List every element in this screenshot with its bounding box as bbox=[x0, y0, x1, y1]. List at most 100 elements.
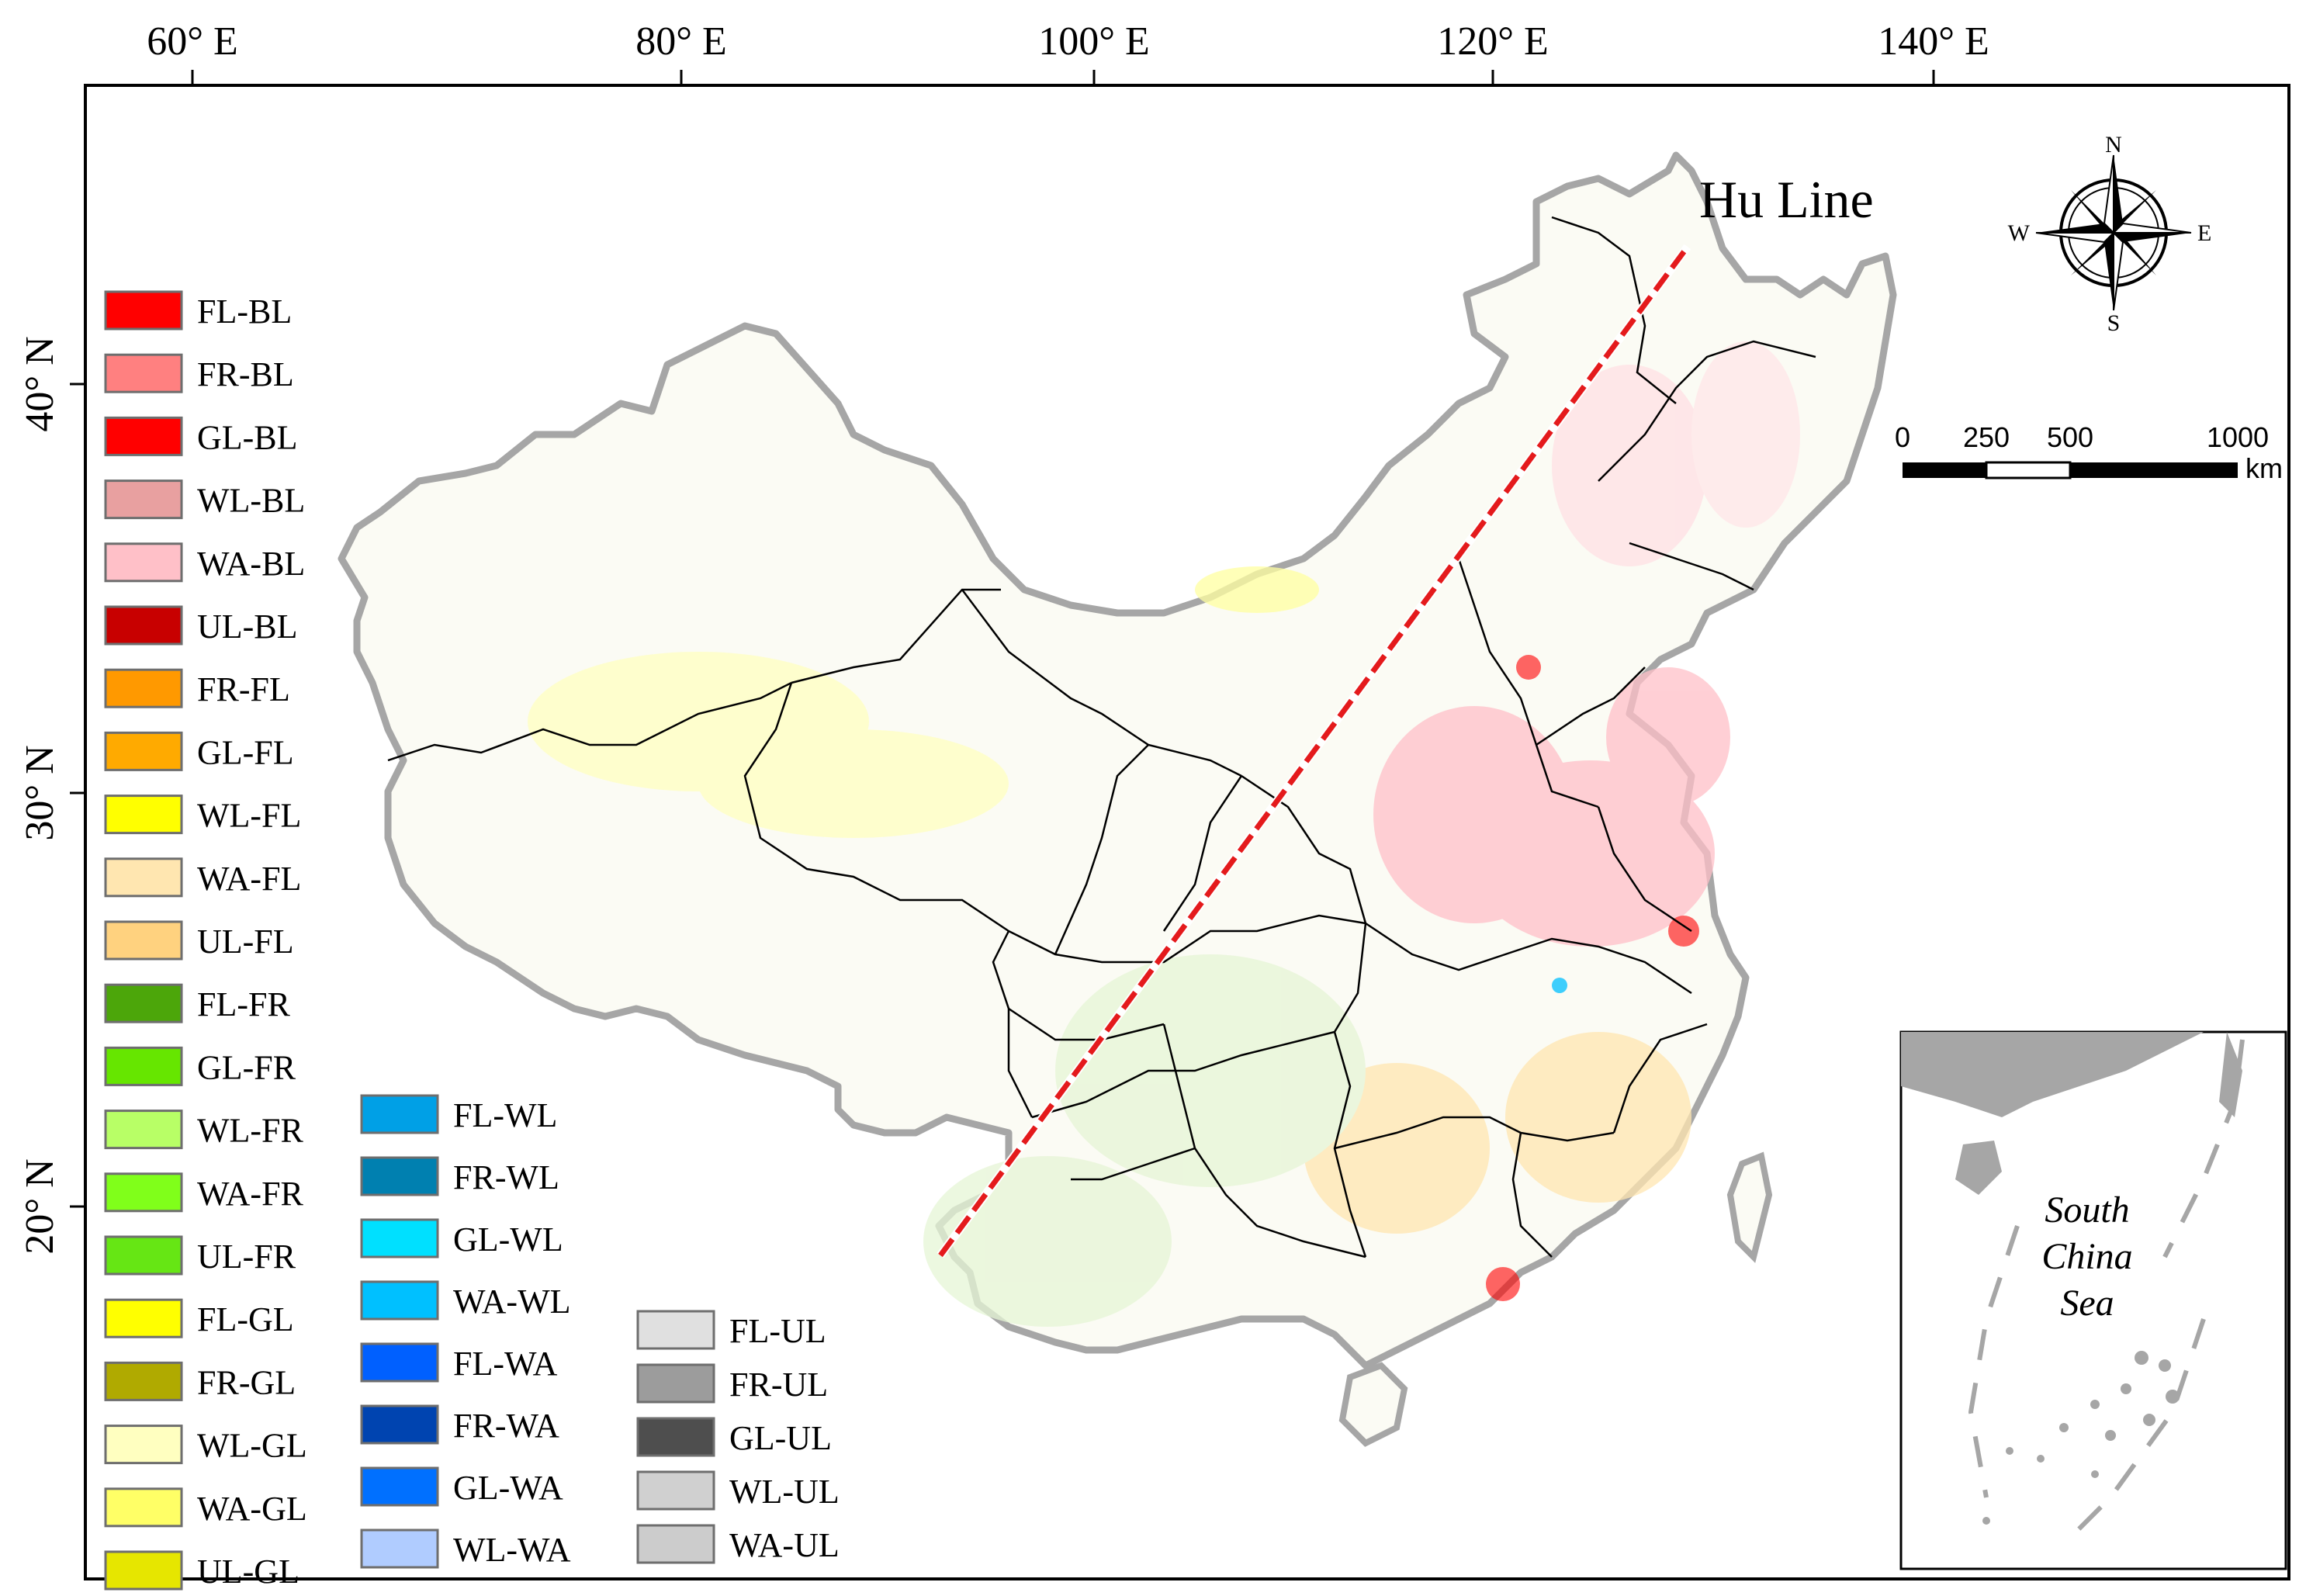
legend-item: FR-GL bbox=[104, 1361, 296, 1401]
hu-line-label: Hu Line bbox=[1699, 170, 1874, 229]
legend-swatch bbox=[360, 1342, 439, 1383]
legend-label: FL-BL bbox=[197, 293, 292, 331]
legend-swatch bbox=[104, 1361, 183, 1401]
scale-tick: 250 bbox=[1963, 421, 2010, 453]
legend-label: WA-FR bbox=[197, 1175, 304, 1213]
legend-item: GL-FL bbox=[104, 731, 294, 771]
legend-item: FR-UL bbox=[636, 1363, 828, 1404]
province-boundaries bbox=[387, 216, 1816, 1258]
legend-swatch bbox=[636, 1417, 715, 1457]
legend: FL-BL FR-BL GL-BL WL-BL WA-BL UL-BL FR-FL GL-FL… bbox=[104, 290, 840, 1591]
legend-swatch bbox=[104, 1110, 183, 1150]
legend-swatch bbox=[104, 795, 183, 835]
legend-item: FL-FR bbox=[104, 983, 290, 1023]
legend-label: FR-FL bbox=[197, 670, 290, 708]
legend-swatch bbox=[360, 1528, 439, 1569]
inset-label-line: China bbox=[2041, 1236, 2132, 1277]
legend-label: UL-BL bbox=[197, 608, 298, 646]
latitude-tick: 40° N bbox=[18, 336, 62, 431]
legend-swatch bbox=[104, 353, 183, 393]
legend-item: GL-FR bbox=[104, 1046, 296, 1086]
legend-swatch bbox=[104, 416, 183, 456]
legend-swatch bbox=[104, 920, 183, 961]
legend-label: FR-WA bbox=[453, 1407, 559, 1445]
hainan-island bbox=[1338, 1362, 1408, 1447]
legend-item: FR-FL bbox=[104, 668, 290, 708]
legend-item: UL-FL bbox=[104, 920, 294, 961]
legend-item: WA-BL bbox=[104, 542, 305, 583]
change-patches bbox=[528, 341, 1800, 1327]
legend-item: GL-WA bbox=[360, 1466, 563, 1507]
legend-item: WL-FL bbox=[104, 795, 301, 835]
scale-tick: 1000 bbox=[2207, 421, 2269, 453]
longitude-tick: 80° E bbox=[635, 19, 727, 64]
legend-item: FR-WL bbox=[360, 1156, 559, 1196]
legend-swatch bbox=[360, 1280, 439, 1321]
legend-swatch bbox=[104, 668, 183, 708]
legend-item: FL-WA bbox=[360, 1342, 558, 1383]
legend-label: GL-WL bbox=[453, 1220, 563, 1258]
legend-item: WL-FR bbox=[104, 1110, 304, 1150]
legend-label: GL-WA bbox=[453, 1469, 563, 1507]
legend-item: FL-UL bbox=[636, 1310, 826, 1350]
legend-item: FL-BL bbox=[104, 290, 292, 331]
inset-label-line: South bbox=[2045, 1189, 2129, 1231]
legend-item: WL-UL bbox=[636, 1470, 840, 1511]
legend-label: WL-GL bbox=[197, 1427, 307, 1465]
latitude-axis: 40° N 30° N 20° N bbox=[18, 336, 85, 1255]
legend-swatch bbox=[636, 1524, 715, 1564]
legend-label: WA-WL bbox=[453, 1283, 571, 1321]
longitude-tick: 120° E bbox=[1437, 19, 1549, 64]
legend-label: FL-UL bbox=[729, 1312, 826, 1350]
compass-rose: N S E W bbox=[2008, 132, 2212, 336]
legend-label: WL-FR bbox=[197, 1112, 304, 1150]
longitude-tick: 100° E bbox=[1038, 19, 1150, 64]
legend-item: FR-BL bbox=[104, 353, 294, 393]
legend-label: UL-GL bbox=[197, 1553, 300, 1591]
legend-swatch bbox=[104, 1235, 183, 1276]
legend-swatch bbox=[360, 1404, 439, 1445]
compass-west: W bbox=[2008, 220, 2031, 246]
legend-swatch bbox=[104, 605, 183, 646]
legend-label: WL-WA bbox=[453, 1531, 571, 1569]
legend-item: FR-WA bbox=[360, 1404, 559, 1445]
legend-swatch bbox=[636, 1363, 715, 1404]
legend-label: FR-WL bbox=[453, 1158, 559, 1196]
compass-east: E bbox=[2197, 220, 2211, 246]
legend-item: UL-FR bbox=[104, 1235, 296, 1276]
legend-item: GL-UL bbox=[636, 1417, 832, 1457]
legend-item: WA-WL bbox=[360, 1280, 571, 1321]
legend-label: WL-FL bbox=[197, 797, 301, 835]
legend-item: WL-BL bbox=[104, 479, 305, 520]
compass-north: N bbox=[2105, 132, 2122, 158]
south-china-sea-inset: South China Sea bbox=[1899, 1030, 2287, 1570]
legend-item: UL-BL bbox=[104, 605, 298, 646]
legend-item: GL-WL bbox=[360, 1218, 563, 1258]
legend-item: GL-BL bbox=[104, 416, 298, 456]
legend-label: FR-UL bbox=[729, 1366, 828, 1404]
legend-swatch bbox=[360, 1094, 439, 1134]
scale-tick: 0 bbox=[1895, 421, 1910, 453]
legend-item: WA-UL bbox=[636, 1524, 840, 1564]
legend-label: WA-GL bbox=[197, 1490, 307, 1528]
longitude-tick: 140° E bbox=[1878, 19, 1989, 64]
legend-item: WA-FL bbox=[104, 857, 301, 898]
legend-swatch bbox=[360, 1218, 439, 1258]
legend-swatch bbox=[104, 1487, 183, 1528]
legend-swatch bbox=[104, 857, 183, 898]
taiwan-island bbox=[1726, 1151, 1773, 1263]
legend-label: GL-FL bbox=[197, 733, 294, 771]
legend-item: FL-GL bbox=[104, 1298, 294, 1338]
legend-item: UL-GL bbox=[104, 1550, 300, 1591]
legend-swatch bbox=[104, 542, 183, 583]
legend-item: WA-GL bbox=[104, 1487, 307, 1528]
legend-swatch bbox=[104, 731, 183, 771]
legend-label: WA-BL bbox=[197, 545, 305, 583]
hu-line bbox=[937, 244, 1691, 1258]
legend-item: WL-GL bbox=[104, 1425, 307, 1465]
longitude-tick: 60° E bbox=[147, 19, 238, 64]
legend-swatch bbox=[104, 1298, 183, 1338]
legend-label: FR-GL bbox=[197, 1363, 296, 1401]
legend-label: FR-BL bbox=[197, 355, 294, 393]
